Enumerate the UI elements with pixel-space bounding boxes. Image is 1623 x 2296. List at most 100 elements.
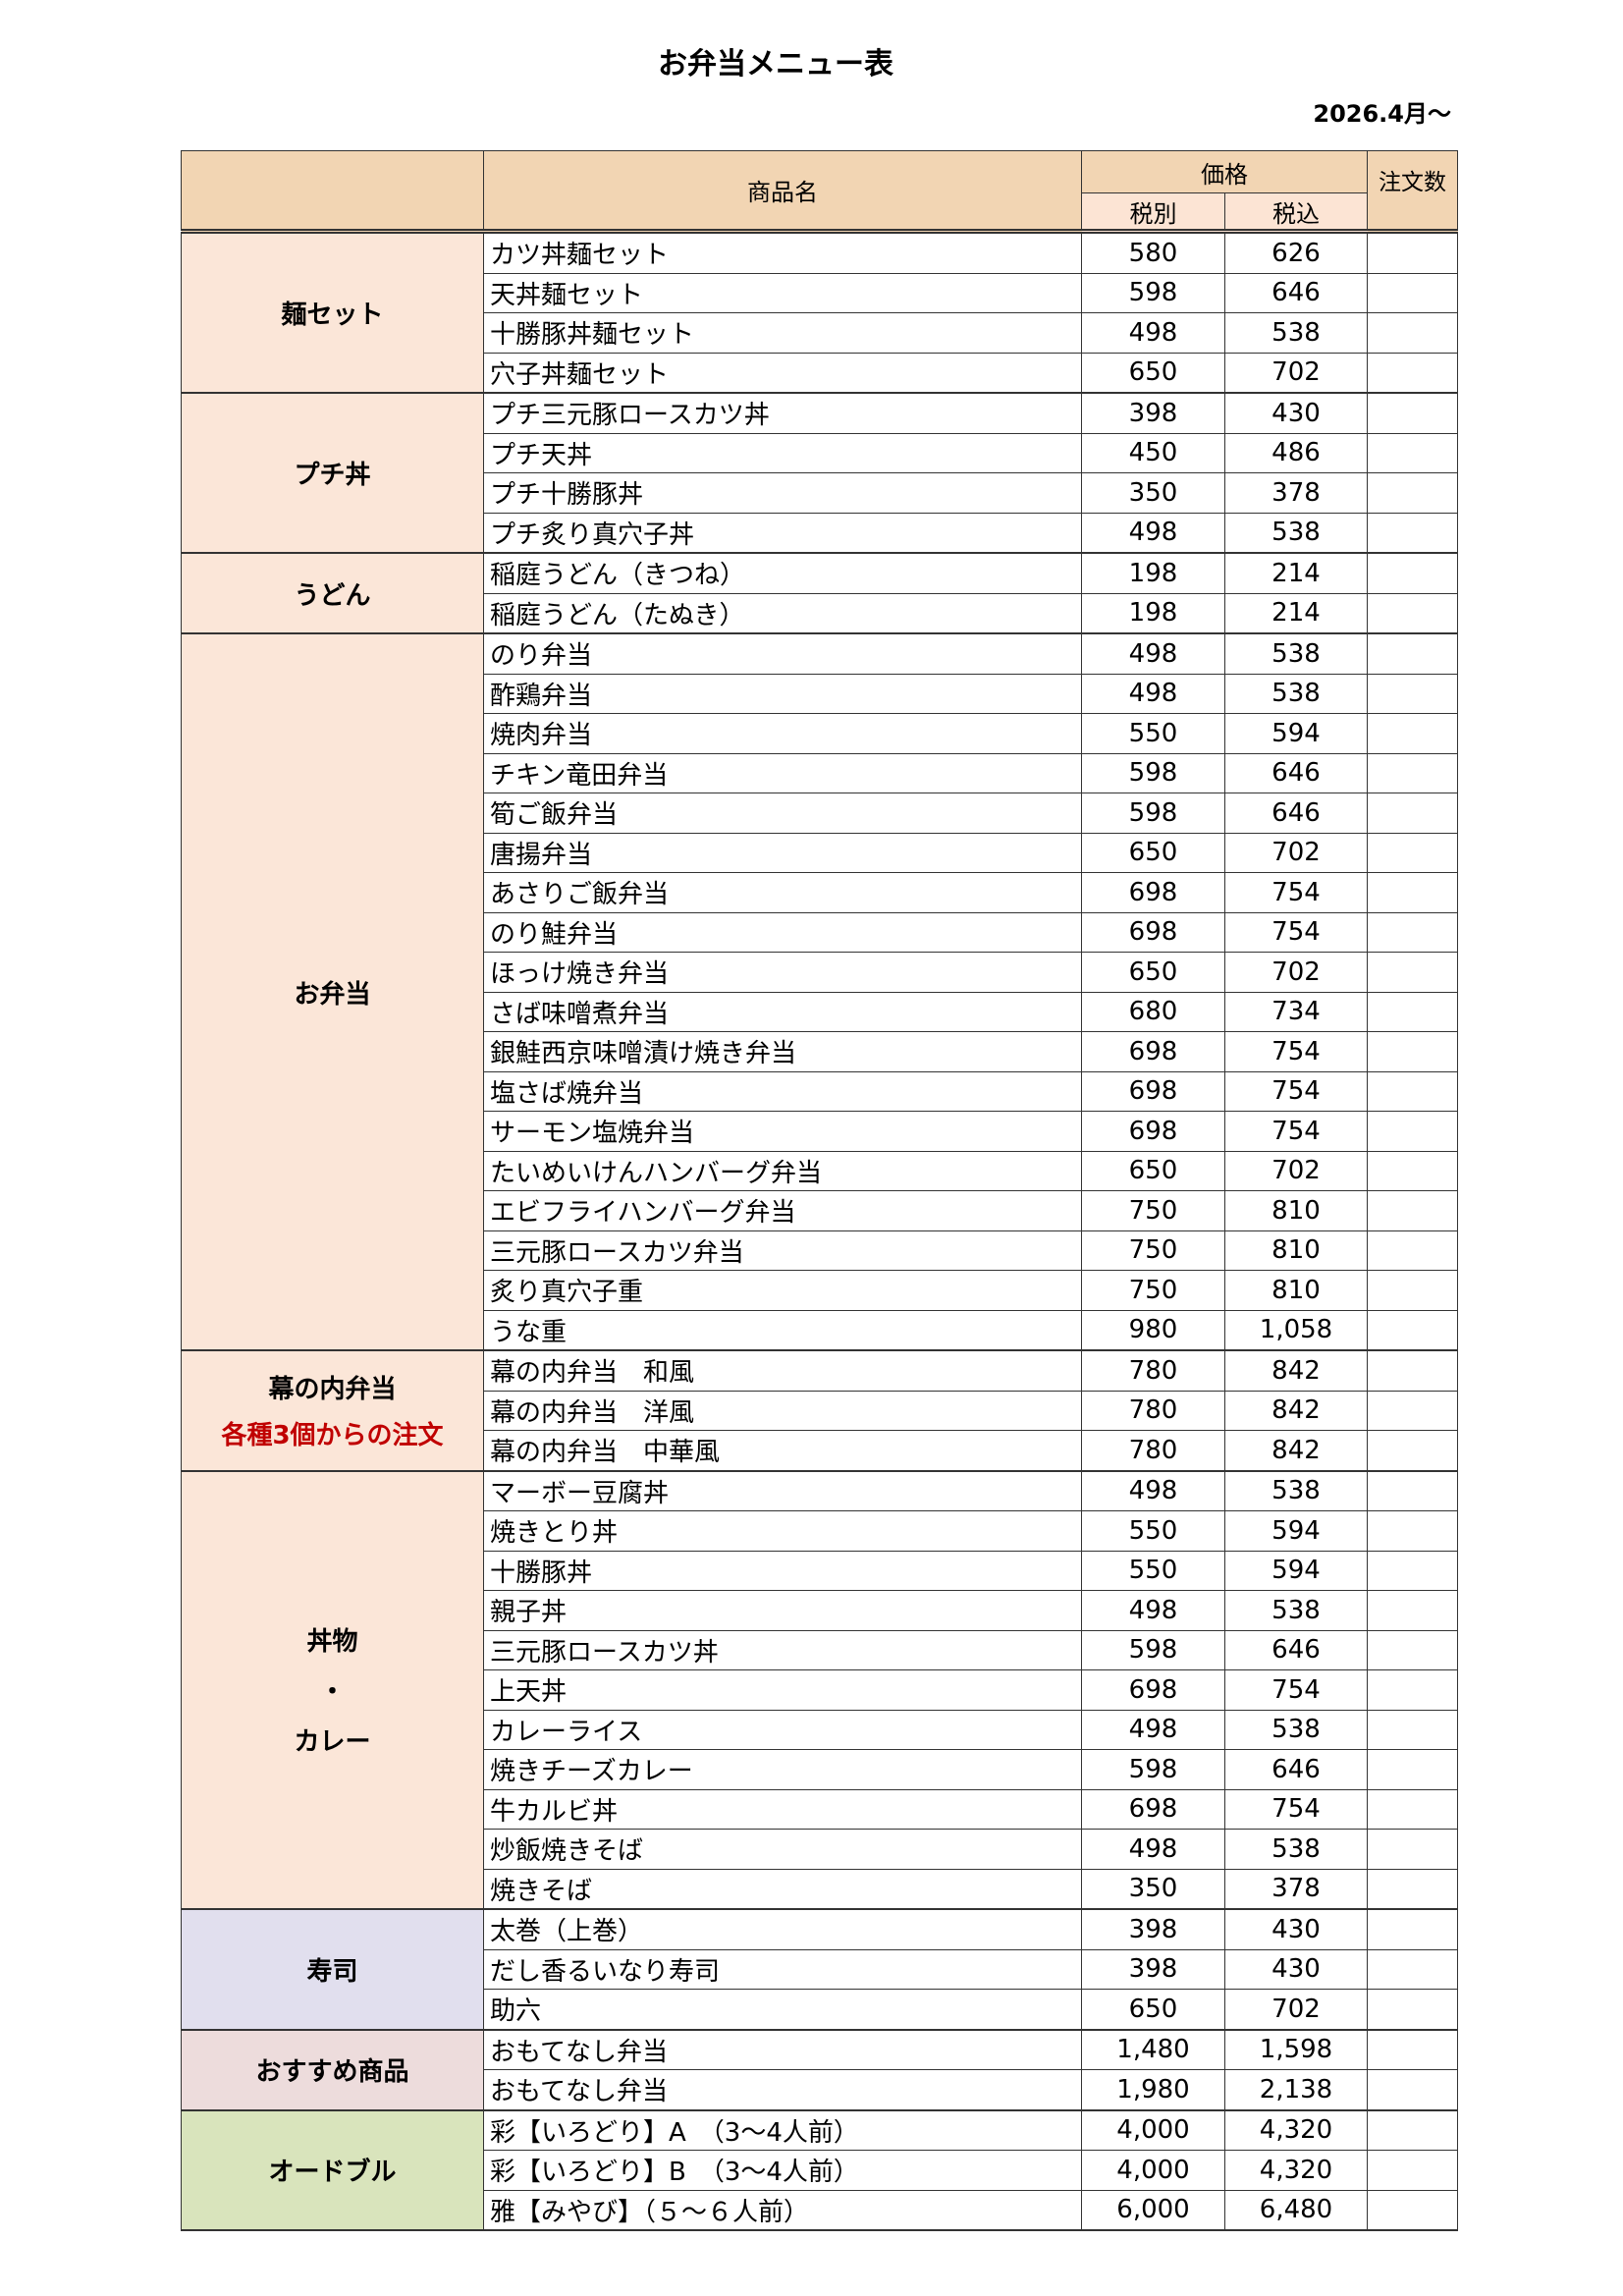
order-qty-cell[interactable] xyxy=(1367,2109,1458,2151)
order-qty-cell[interactable] xyxy=(1367,1788,1458,1830)
price-excl-tax: 750 xyxy=(1081,1270,1225,1311)
category-cell: 幕の内弁当各種3個からの注文 xyxy=(181,1349,484,1472)
order-qty-cell[interactable] xyxy=(1367,793,1458,834)
table-row: チキン竜田弁当 598 646 xyxy=(182,752,1458,793)
order-qty-cell[interactable] xyxy=(1367,1590,1458,1631)
order-qty-cell[interactable] xyxy=(1367,1309,1458,1351)
order-qty-cell[interactable] xyxy=(1367,673,1458,714)
order-qty-cell[interactable] xyxy=(1367,1230,1458,1271)
price-incl-tax: 734 xyxy=(1224,991,1368,1032)
price-excl-tax: 498 xyxy=(1081,1709,1225,1750)
price-incl-tax: 4,320 xyxy=(1224,2150,1368,2191)
price-excl-tax: 650 xyxy=(1081,952,1225,993)
order-qty-cell[interactable] xyxy=(1367,1150,1458,1191)
category-cell: オードブル xyxy=(181,2109,484,2231)
order-qty-cell[interactable] xyxy=(1367,2069,1458,2111)
price-excl-tax: 6,000 xyxy=(1081,2189,1225,2231)
price-excl-tax: 598 xyxy=(1081,752,1225,793)
product-name: プチ天丼 xyxy=(483,432,1082,473)
order-qty-cell[interactable] xyxy=(1367,832,1458,873)
order-qty-cell[interactable] xyxy=(1367,2189,1458,2231)
product-name: カレーライス xyxy=(483,1709,1082,1750)
order-qty-cell[interactable] xyxy=(1367,512,1458,554)
table-row: 幕の内弁当 各種3個からの注文 幕の内弁当 和風 780 842 xyxy=(181,1349,1458,1472)
order-qty-cell[interactable] xyxy=(1367,1550,1458,1591)
price-excl-tax: 4,000 xyxy=(1081,2109,1225,2151)
price-excl-tax: 498 xyxy=(1081,673,1225,714)
category-name: おすすめ商品 xyxy=(255,2057,409,2087)
order-qty-cell[interactable] xyxy=(1367,1908,1458,1950)
order-qty-cell[interactable] xyxy=(1367,472,1458,514)
order-qty-cell[interactable] xyxy=(1367,911,1458,953)
table-row: 牛カルビ丼 698 754 xyxy=(182,1788,1458,1830)
order-qty-cell[interactable] xyxy=(1367,392,1458,434)
category-note: 各種3個からの注文 xyxy=(221,1421,444,1451)
order-qty-cell[interactable] xyxy=(1367,952,1458,993)
price-excl-tax: 698 xyxy=(1081,1111,1225,1152)
order-qty-cell[interactable] xyxy=(1367,1349,1458,1392)
order-qty-cell[interactable] xyxy=(1367,991,1458,1032)
price-excl-tax: 598 xyxy=(1081,1749,1225,1790)
order-qty-cell[interactable] xyxy=(1367,1709,1458,1750)
price-incl-tax: 646 xyxy=(1224,272,1368,313)
order-qty-cell[interactable] xyxy=(1367,1629,1458,1670)
product-name: たいめいけんハンバーグ弁当 xyxy=(483,1150,1082,1191)
category-name: 幕の内弁当 xyxy=(268,1375,397,1405)
table-row: 幕の内弁当 洋風 780 842 xyxy=(182,1390,1458,1431)
price-incl-tax: 646 xyxy=(1224,752,1368,793)
price-excl-tax: 650 xyxy=(1081,1150,1225,1191)
order-qty-cell[interactable] xyxy=(1367,1111,1458,1152)
order-qty-cell[interactable] xyxy=(1367,1070,1458,1112)
price-incl-tax: 810 xyxy=(1224,1270,1368,1311)
price-excl-tax: 350 xyxy=(1081,1868,1225,1910)
header-price: 価格 xyxy=(1081,150,1368,193)
order-qty-cell[interactable] xyxy=(1367,231,1458,274)
product-name: 稲庭うどん（きつね） xyxy=(483,552,1082,594)
order-qty-cell[interactable] xyxy=(1367,1031,1458,1072)
product-name: 焼きとり丼 xyxy=(483,1510,1082,1552)
table-row: 十勝豚丼麺セット 498 538 xyxy=(182,312,1458,354)
order-qty-cell[interactable] xyxy=(1367,1510,1458,1552)
order-qty-cell[interactable] xyxy=(1367,1470,1458,1511)
order-qty-cell[interactable] xyxy=(1367,432,1458,473)
order-qty-cell[interactable] xyxy=(1367,272,1458,313)
price-incl-tax: 538 xyxy=(1224,1829,1368,1870)
order-qty-cell[interactable] xyxy=(1367,1989,1458,2031)
order-qty-cell[interactable] xyxy=(1367,1270,1458,1311)
order-qty-cell[interactable] xyxy=(1367,352,1458,394)
order-qty-cell[interactable] xyxy=(1367,1430,1458,1472)
product-name: マーボー豆腐丼 xyxy=(483,1470,1082,1511)
table-row: 炒飯焼きそば 498 538 xyxy=(182,1829,1458,1870)
order-qty-cell[interactable] xyxy=(1367,1669,1458,1711)
price-incl-tax: 702 xyxy=(1224,352,1368,394)
order-qty-cell[interactable] xyxy=(1367,1190,1458,1231)
order-qty-cell[interactable] xyxy=(1367,752,1458,793)
order-qty-cell[interactable] xyxy=(1367,2029,1458,2070)
order-qty-cell[interactable] xyxy=(1367,872,1458,913)
product-name: のり弁当 xyxy=(483,632,1082,675)
table-row: 三元豚ロースカツ弁当 750 810 xyxy=(182,1230,1458,1271)
order-qty-cell[interactable] xyxy=(1367,1749,1458,1790)
order-qty-cell[interactable] xyxy=(1367,592,1458,634)
order-qty-cell[interactable] xyxy=(1367,2150,1458,2191)
price-excl-tax: 398 xyxy=(1081,1948,1225,1990)
price-incl-tax: 626 xyxy=(1224,231,1368,274)
price-incl-tax: 214 xyxy=(1224,552,1368,594)
order-qty-cell[interactable] xyxy=(1367,1948,1458,1990)
order-qty-cell[interactable] xyxy=(1367,1868,1458,1910)
order-qty-cell[interactable] xyxy=(1367,1390,1458,1431)
order-qty-cell[interactable] xyxy=(1367,713,1458,754)
order-qty-cell[interactable] xyxy=(1367,632,1458,675)
product-name: 銀鮭西京味噌漬け焼き弁当 xyxy=(483,1031,1082,1072)
order-qty-cell[interactable] xyxy=(1367,312,1458,354)
price-incl-tax: 646 xyxy=(1224,793,1368,834)
order-qty-cell[interactable] xyxy=(1367,1829,1458,1870)
price-incl-tax: 754 xyxy=(1224,1669,1368,1711)
table-row: プチ十勝豚丼 350 378 xyxy=(182,472,1458,514)
order-qty-cell[interactable] xyxy=(1367,552,1458,594)
table-row: 焼きとり丼 550 594 xyxy=(182,1510,1458,1552)
product-name: 稲庭うどん（たぬき） xyxy=(483,592,1082,634)
price-incl-tax: 214 xyxy=(1224,592,1368,634)
category-name: 丼物 xyxy=(306,1627,358,1658)
price-incl-tax: 810 xyxy=(1224,1190,1368,1231)
